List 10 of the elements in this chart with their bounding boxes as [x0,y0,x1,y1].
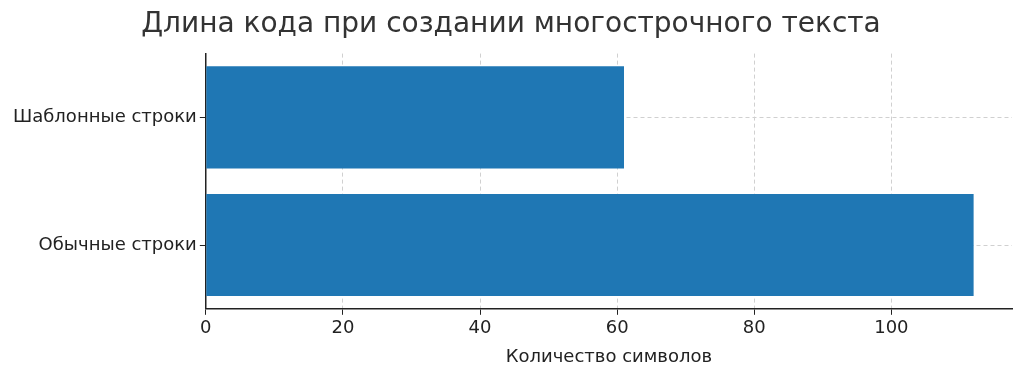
x-tick-label: 60 [605,316,629,338]
x-tick-label: 80 [742,316,766,338]
x-tick-label: 20 [331,316,355,338]
x-tick-label: 40 [468,316,492,338]
x-axis-title: Количество символов [505,344,713,366]
x-tick-label: 100 [874,316,909,338]
y-tick-label: Обычные строки [38,232,197,254]
chart-title: Длина кода при создании многострочного текста [141,6,881,40]
x-tick-label: 0 [200,316,212,338]
y-tick-label: Шаблонные строки [12,105,197,127]
